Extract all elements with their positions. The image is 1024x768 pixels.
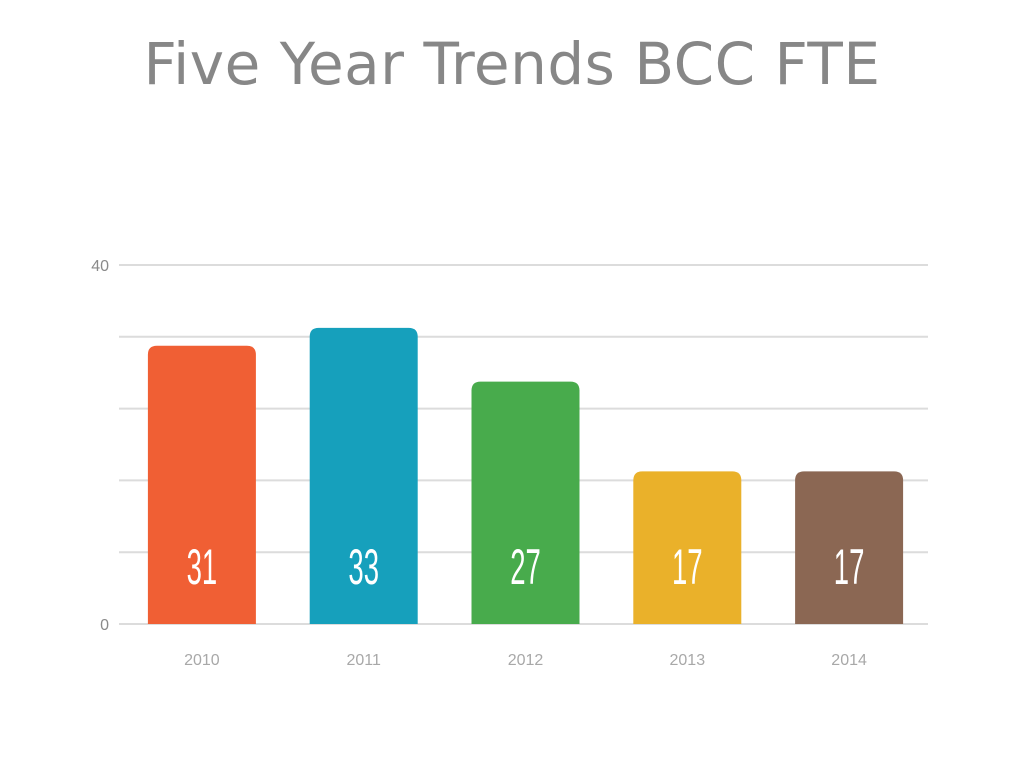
bar-2011 bbox=[309, 327, 418, 624]
y-tick-label: 40 bbox=[91, 258, 109, 275]
data-label-2011: 33 bbox=[348, 538, 379, 595]
chart-title: Five Year Trends BCC FTE bbox=[143, 30, 881, 98]
data-label-2012: 27 bbox=[510, 538, 541, 595]
bar-2012 bbox=[471, 381, 580, 624]
y-axis-ticks: 0 40 bbox=[91, 258, 109, 634]
x-tick-label: 2013 bbox=[670, 652, 706, 669]
data-label-2010: 31 bbox=[187, 538, 218, 595]
data-labels: 31 33 27 17 17 bbox=[187, 538, 865, 595]
data-label-2013: 17 bbox=[672, 538, 703, 595]
x-tick-label: 2012 bbox=[508, 652, 544, 669]
x-tick-label: 2011 bbox=[346, 652, 381, 669]
bar-2013 bbox=[633, 471, 742, 624]
bar-2010 bbox=[147, 345, 256, 624]
bar-2014 bbox=[795, 471, 904, 624]
bars bbox=[147, 327, 904, 624]
x-axis-ticks: 2010 2011 2012 2013 2014 bbox=[184, 652, 867, 669]
x-tick-label: 2014 bbox=[831, 652, 867, 669]
data-label-2014: 17 bbox=[834, 538, 865, 595]
x-tick-label: 2010 bbox=[184, 652, 220, 669]
y-tick-label: 0 bbox=[100, 617, 109, 634]
